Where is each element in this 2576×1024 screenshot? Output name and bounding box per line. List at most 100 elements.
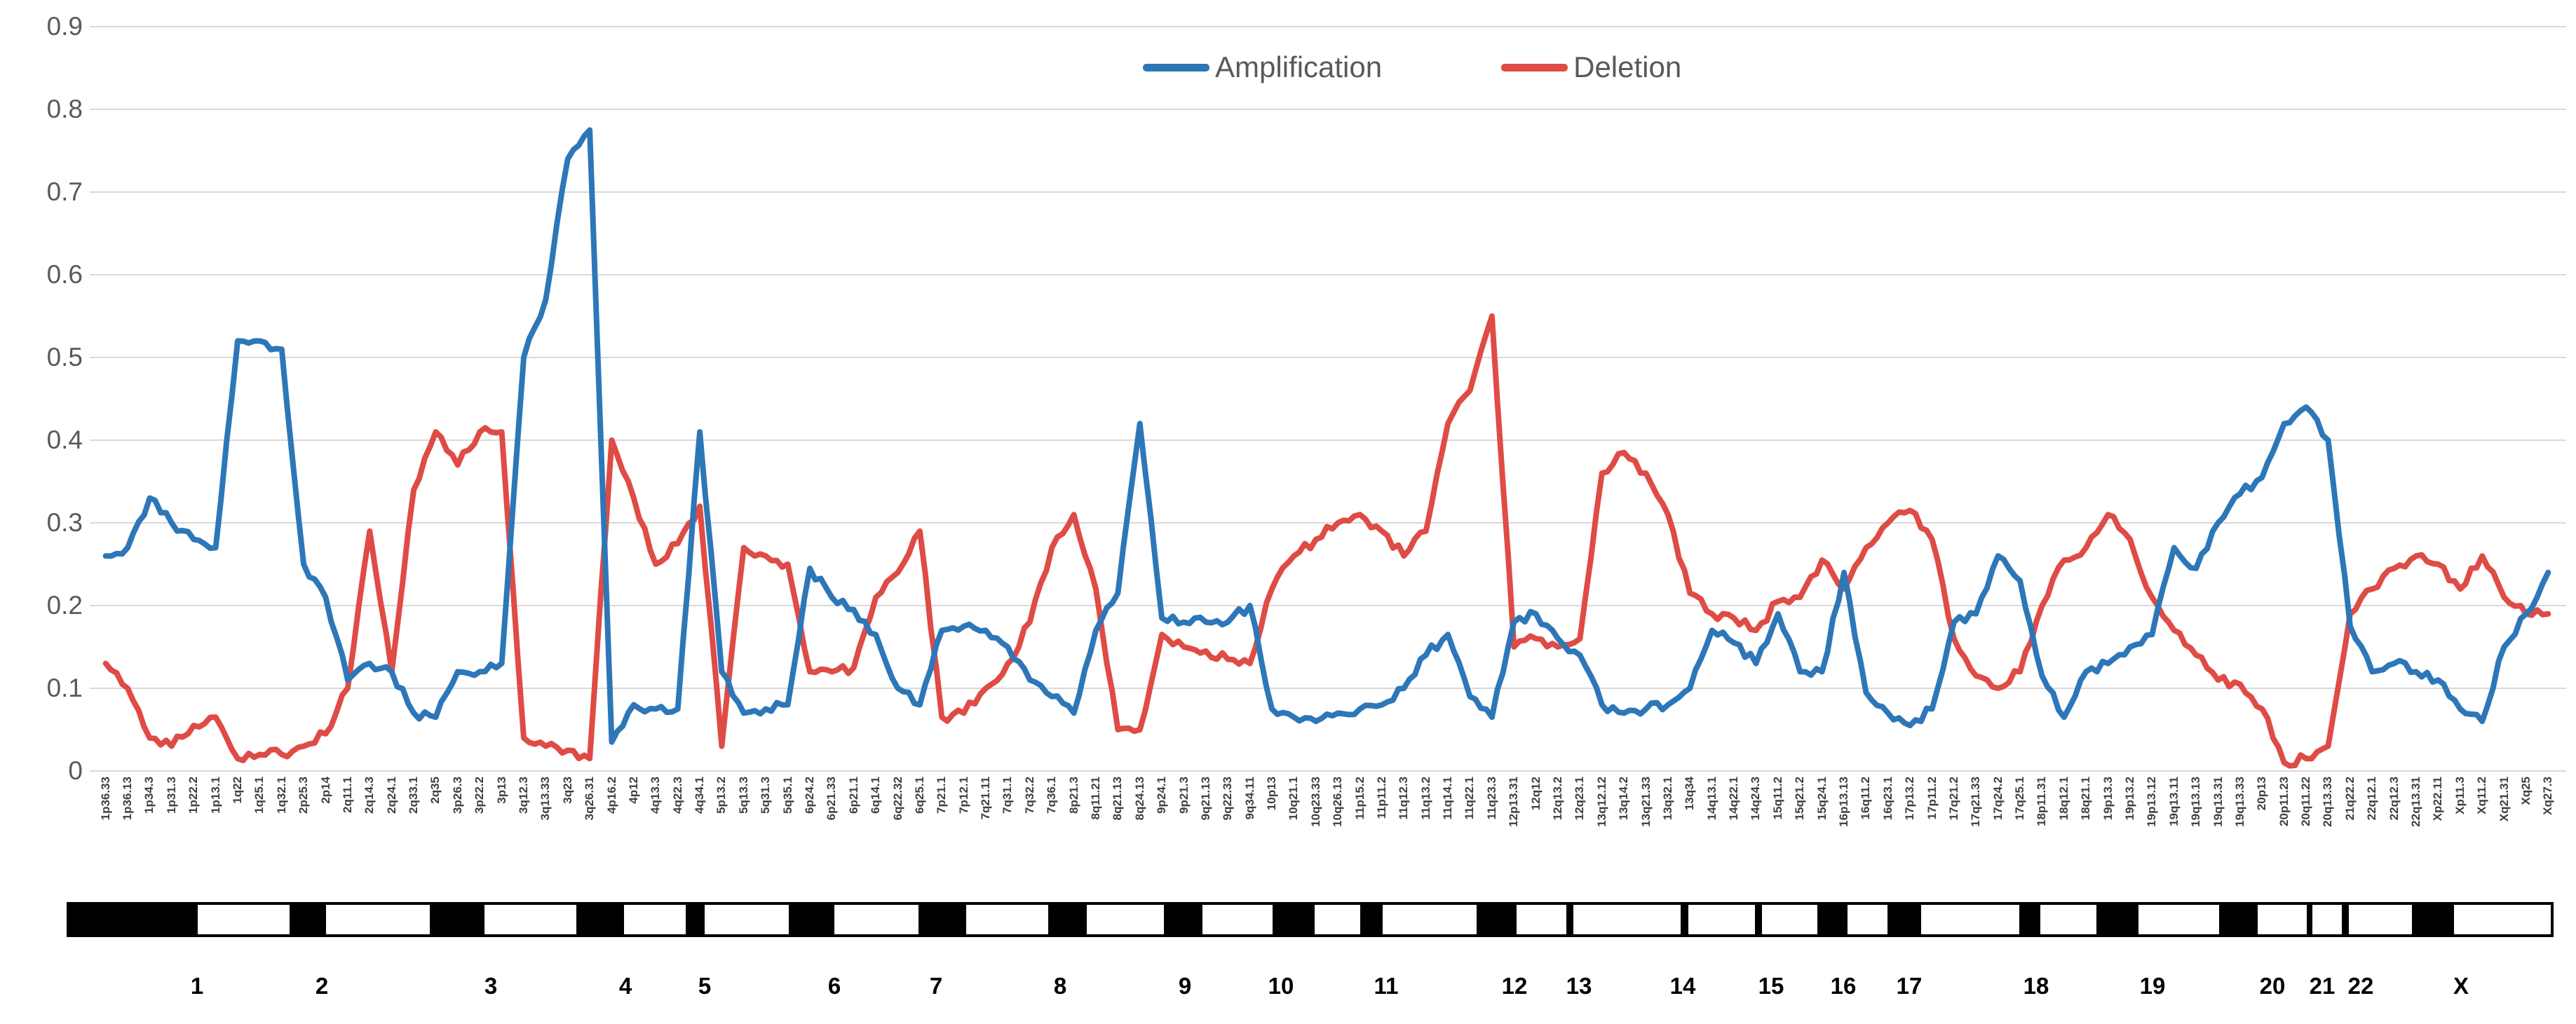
x-tick-label: 1p36.33 (98, 777, 112, 821)
x-tick-label: 1p13.1 (208, 777, 222, 814)
x-tick-label: 3q13.33 (538, 777, 553, 821)
x-tick-label: 19q13.31 (2211, 777, 2225, 827)
x-tick-label: 1p34.3 (142, 777, 156, 814)
x-tick-label: 10p13 (1265, 777, 1279, 811)
amplification-line (102, 127, 2551, 745)
x-tick-label: 22q12.3 (2387, 777, 2401, 821)
x-tick-label: 2q33.1 (407, 777, 421, 814)
chromosome-label-8: 8 (1053, 973, 1067, 999)
x-tick-label: 11q23.3 (1484, 777, 1498, 820)
x-tick-label: 10q23.33 (1308, 777, 1322, 827)
x-tick-label: 4p16.2 (604, 777, 618, 814)
chromosome-label-15: 15 (1758, 973, 1784, 999)
x-tick-label: Xq11.2 (2475, 777, 2489, 814)
chromosome-label-2: 2 (315, 973, 329, 999)
ideogram-p-arm-segment (918, 905, 966, 934)
x-tick-label: 2q35 (428, 777, 442, 804)
x-tick-label: Xp22.11 (2431, 777, 2445, 821)
x-tick-label: 2q11.1 (340, 777, 354, 813)
x-tick-label: 4q13.3 (649, 777, 663, 814)
x-tick-label: 1p22.2 (187, 777, 201, 814)
gridline-0.8 (90, 109, 2566, 110)
ideogram-p-arm-segment (2307, 905, 2312, 934)
x-tick-label: 13q21.33 (1639, 777, 1653, 827)
x-tick-label: 11q14.1 (1441, 777, 1455, 820)
y-axis-label: 0.2 (46, 591, 83, 620)
x-tick-label: 15q11.2 (1770, 777, 1784, 820)
x-tick-label: 16p13.13 (1837, 777, 1851, 827)
x-tick-label: 13q14.2 (1617, 777, 1631, 821)
ideogram-p-arm-segment (1887, 905, 1921, 934)
y-axis-label: 0.9 (46, 12, 83, 41)
ideogram-p-arm-segment (2342, 905, 2349, 934)
ideogram-p-arm-segment (576, 905, 624, 934)
x-tick-label: 9q22.33 (1221, 777, 1235, 821)
x-tick-label: 20q13.33 (2321, 777, 2335, 827)
x-tick-label: 1p31.3 (164, 777, 178, 814)
gridline-0.9 (90, 26, 2566, 27)
x-tick-label: 10q26.13 (1331, 777, 1345, 827)
legend: Amplification Deletion (1143, 50, 1681, 84)
legend-item-deletion: Deletion (1501, 50, 1681, 84)
x-tick-label: 3p13 (494, 777, 508, 804)
ideogram-p-arm-segment (1360, 905, 1383, 934)
amplification-legend-label: Amplification (1215, 50, 1383, 83)
chromosome-label-19: 19 (2139, 973, 2166, 999)
chromosome-label-5: 5 (698, 973, 712, 999)
x-tick-label: 17q24.2 (1991, 777, 2005, 821)
x-tick-label: 7p21.1 (935, 777, 949, 814)
x-tick-label: 6p21.1 (846, 777, 860, 814)
x-tick-label: 22q12.1 (2365, 777, 2379, 821)
gridline-0.5 (90, 357, 2566, 358)
x-tick-label: 1q22 (230, 777, 244, 804)
x-tick-label: 16q23.1 (1880, 777, 1894, 821)
x-tick-label: 11q13.2 (1418, 777, 1432, 820)
deletion-line-swatch (1501, 63, 1568, 71)
deletion-line (102, 313, 2551, 769)
x-tick-label: 3q23 (560, 777, 574, 804)
ideogram-p-arm-segment (1273, 905, 1315, 934)
x-tick-label: 2q14.3 (362, 777, 377, 814)
x-tick-label: 19p13.12 (2145, 777, 2159, 827)
x-tick-label: Xq21.31 (2497, 777, 2511, 822)
ideogram-p-arm-segment (1566, 905, 1573, 934)
x-tick-label: 18q12.1 (2056, 777, 2070, 821)
x-tick-label: 5q31.3 (759, 777, 773, 814)
x-tick-label: 10q21.1 (1287, 777, 1301, 821)
x-tick-label: 8p21.3 (1066, 777, 1080, 814)
x-tick-label: 7q21.11 (979, 777, 993, 820)
x-tick-label: 15q24.1 (1815, 777, 1829, 821)
ideogram-p-arm-segment (430, 905, 484, 934)
chromosome-label-10: 10 (1268, 973, 1294, 999)
x-tick-label: 14q13.1 (1704, 777, 1719, 821)
x-tick-label: 17q21.2 (1946, 777, 1960, 821)
x-tick-label: 7q32.2 (1022, 777, 1036, 814)
x-tick-label: 8q24.13 (1132, 777, 1146, 821)
x-tick-label: 4p12 (626, 777, 640, 804)
x-tick-label: 6p24.2 (802, 777, 816, 814)
chromosome-label-12: 12 (1501, 973, 1528, 999)
x-tick-label: 16q11.2 (1859, 777, 1873, 820)
x-tick-label: 18p11.31 (2035, 777, 2049, 826)
x-tick-label: 19q13.11 (2167, 777, 2181, 826)
y-axis-label: 0.1 (46, 674, 83, 702)
x-tick-label: 6p21.33 (825, 777, 839, 821)
x-tick-label: 22q13.31 (2409, 777, 2422, 827)
ideogram-p-arm-segment (1817, 905, 1848, 934)
y-axis-label: 0.3 (46, 508, 83, 537)
x-tick-label: 5p13.2 (714, 777, 728, 814)
x-tick-label: 3p22.2 (473, 777, 487, 814)
ideogram-p-arm-segment (69, 905, 198, 934)
chromosome-label-6: 6 (827, 973, 841, 999)
x-tick-label: 15q21.2 (1793, 777, 1807, 821)
x-tick-label: 9q21.13 (1198, 777, 1212, 821)
chromosome-label-22: 22 (2347, 973, 2374, 999)
chromosome-label-14: 14 (1669, 973, 1696, 999)
x-tick-label: 5q13.3 (736, 777, 750, 814)
ideogram-p-arm-segment (789, 905, 834, 934)
chromosome-label-21: 21 (2309, 973, 2336, 999)
amplification-line-swatch (1143, 63, 1209, 71)
x-tick-label: 6q22.32 (890, 777, 904, 821)
x-tick-label: 14q24.3 (1749, 777, 1763, 821)
